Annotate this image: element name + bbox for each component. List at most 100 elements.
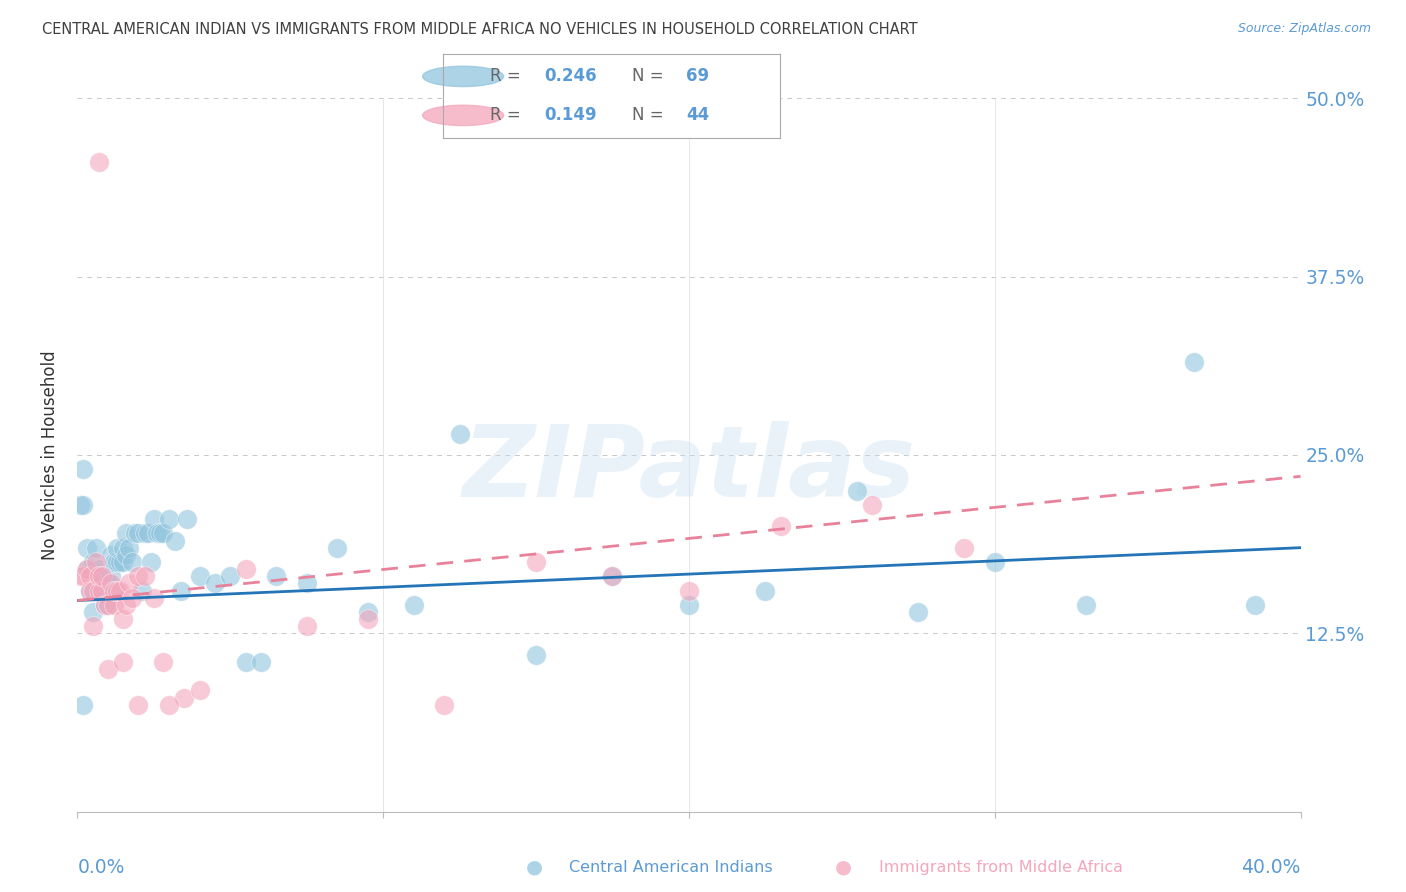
- Point: [112, 541, 135, 555]
- Point: [142, 512, 165, 526]
- Point: [76, 541, 98, 555]
- Point: [219, 569, 242, 583]
- Point: [152, 526, 174, 541]
- Point: [139, 555, 162, 569]
- Point: [105, 583, 128, 598]
- Point: [115, 526, 138, 541]
- Point: [115, 548, 138, 562]
- Point: [357, 605, 380, 619]
- Point: [90, 569, 112, 583]
- Point: [97, 598, 120, 612]
- Point: [188, 569, 211, 583]
- Point: [142, 591, 165, 605]
- Text: ●: ●: [835, 857, 852, 877]
- Point: [326, 541, 349, 555]
- Text: 0.149: 0.149: [544, 106, 596, 124]
- Point: [94, 598, 117, 612]
- Point: [90, 583, 112, 598]
- Point: [69, 498, 91, 512]
- Point: [118, 541, 141, 555]
- Point: [1076, 598, 1098, 612]
- Point: [82, 555, 104, 569]
- Point: [118, 576, 141, 591]
- Text: Immigrants from Middle Africa: Immigrants from Middle Africa: [879, 860, 1123, 874]
- Point: [121, 555, 143, 569]
- Point: [524, 648, 547, 662]
- Point: [250, 655, 273, 669]
- Text: Central American Indians: Central American Indians: [569, 860, 773, 874]
- Point: [449, 426, 471, 441]
- Point: [112, 655, 135, 669]
- Point: [100, 569, 122, 583]
- Point: [100, 576, 122, 591]
- Text: 44: 44: [686, 106, 709, 124]
- Point: [103, 583, 125, 598]
- Point: [84, 541, 107, 555]
- Circle shape: [423, 66, 503, 87]
- Point: [235, 562, 257, 576]
- Point: [953, 541, 976, 555]
- Point: [134, 526, 156, 541]
- Point: [87, 569, 110, 583]
- Text: N =: N =: [631, 68, 669, 86]
- Point: [124, 526, 146, 541]
- Point: [105, 555, 128, 569]
- Point: [146, 526, 169, 541]
- Point: [769, 519, 792, 533]
- Point: [157, 512, 180, 526]
- Point: [984, 555, 1007, 569]
- Point: [87, 583, 110, 598]
- Point: [433, 698, 456, 712]
- Point: [103, 598, 125, 612]
- Text: CENTRAL AMERICAN INDIAN VS IMMIGRANTS FROM MIDDLE AFRICA NO VEHICLES IN HOUSEHOL: CENTRAL AMERICAN INDIAN VS IMMIGRANTS FR…: [42, 22, 918, 37]
- Point: [357, 612, 380, 626]
- Text: 0.0%: 0.0%: [77, 858, 125, 877]
- Point: [82, 583, 104, 598]
- Point: [82, 619, 104, 633]
- Point: [94, 576, 117, 591]
- Point: [100, 548, 122, 562]
- Circle shape: [423, 105, 503, 126]
- Text: ZIPatlas: ZIPatlas: [463, 421, 915, 517]
- Point: [72, 569, 94, 583]
- Point: [121, 591, 143, 605]
- Point: [79, 583, 101, 598]
- Point: [94, 598, 117, 612]
- Point: [295, 576, 318, 591]
- Point: [79, 569, 101, 583]
- Point: [87, 155, 110, 169]
- Point: [76, 562, 98, 576]
- Point: [295, 619, 318, 633]
- Text: R =: R =: [491, 68, 526, 86]
- Text: N =: N =: [631, 106, 669, 124]
- Point: [134, 569, 156, 583]
- Point: [72, 498, 94, 512]
- Point: [524, 555, 547, 569]
- Point: [79, 583, 101, 598]
- Point: [176, 512, 198, 526]
- Point: [87, 562, 110, 576]
- Point: [112, 612, 135, 626]
- Point: [846, 483, 869, 498]
- Point: [97, 598, 120, 612]
- Point: [678, 598, 700, 612]
- Point: [1243, 598, 1265, 612]
- Point: [103, 583, 125, 598]
- Text: 0.246: 0.246: [544, 68, 596, 86]
- Point: [128, 526, 150, 541]
- Point: [112, 555, 135, 569]
- Point: [87, 569, 110, 583]
- Point: [264, 569, 287, 583]
- Point: [128, 569, 150, 583]
- Point: [149, 526, 172, 541]
- Point: [84, 555, 107, 569]
- Point: [170, 583, 193, 598]
- Text: 40.0%: 40.0%: [1241, 858, 1301, 877]
- Point: [1182, 355, 1205, 369]
- Point: [907, 605, 929, 619]
- Point: [157, 698, 180, 712]
- Point: [115, 598, 138, 612]
- Point: [97, 662, 120, 676]
- Point: [152, 655, 174, 669]
- Point: [97, 576, 120, 591]
